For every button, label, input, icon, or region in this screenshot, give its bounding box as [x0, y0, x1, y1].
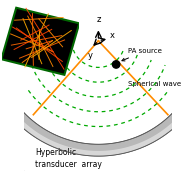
Text: z: z [97, 15, 101, 24]
Polygon shape [1, 8, 79, 75]
Polygon shape [1, 96, 192, 156]
Circle shape [113, 61, 120, 68]
Text: PA source: PA source [122, 48, 162, 61]
Text: x: x [110, 31, 115, 40]
Text: Hyperbolic
transducer  array: Hyperbolic transducer array [35, 148, 102, 169]
FancyBboxPatch shape [23, 22, 174, 172]
Polygon shape [1, 99, 192, 156]
Text: y: y [87, 51, 92, 60]
Text: Spherical wave: Spherical wave [128, 81, 181, 87]
